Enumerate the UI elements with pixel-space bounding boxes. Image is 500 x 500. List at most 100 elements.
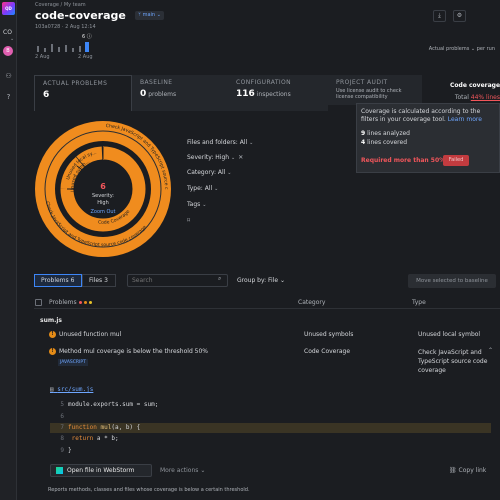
popup-text: Coverage is calculated according to the … bbox=[361, 108, 482, 123]
timeline-metric-selector[interactable]: Actual problems ⌄ per run bbox=[428, 46, 495, 52]
filter-files-folders[interactable]: Files and folders: All ⌄ bbox=[187, 139, 254, 146]
tab-title: ACTUAL PROBLEMS bbox=[43, 80, 108, 87]
tab-title: PROJECT AUDIT bbox=[336, 79, 388, 86]
problems-sunburst-chart[interactable]: 6 Severity: High Zoom Out Unused local s… bbox=[34, 120, 172, 258]
severity-dot-icon bbox=[83, 301, 87, 304]
commit-info: 103a0728 · 2 Aug 12:14 bbox=[35, 24, 96, 30]
status-badge: Failed bbox=[443, 155, 469, 166]
settings-icon[interactable]: ⚙ bbox=[453, 10, 466, 22]
column-category[interactable]: Category bbox=[298, 299, 326, 306]
select-all-checkbox[interactable] bbox=[35, 299, 42, 306]
timeline-bar[interactable] bbox=[51, 44, 53, 52]
timeline-bar[interactable] bbox=[37, 46, 39, 52]
code-line: 9} bbox=[60, 447, 72, 454]
zoom-out-link[interactable]: Zoom Out bbox=[90, 209, 115, 215]
chevron-up-icon[interactable]: ⌃ bbox=[488, 347, 494, 354]
timeline-bar[interactable] bbox=[72, 48, 74, 52]
tab-value: 0 problems bbox=[140, 89, 177, 99]
branch-selector[interactable]: ᛘ main ⌄ bbox=[135, 11, 164, 20]
code-coverage-summary[interactable]: Code coverage Total 44% lines bbox=[450, 82, 500, 101]
avatar[interactable]: B bbox=[3, 46, 13, 56]
filter-category[interactable]: Category: All ⌄ bbox=[187, 169, 232, 176]
warning-icon: ! bbox=[49, 348, 56, 355]
move-to-baseline-button[interactable]: Move selected to baseline bbox=[408, 274, 496, 288]
clear-filter-icon[interactable]: ✕ bbox=[238, 154, 244, 161]
table-row[interactable]: ! Method mul coverage is below the thres… bbox=[34, 347, 500, 379]
tab-configuration[interactable]: CONFIGURATION 116 inspections bbox=[228, 75, 328, 111]
code-line: 6 bbox=[60, 413, 64, 420]
group-by-selector[interactable]: Group by: File ⌄ bbox=[237, 277, 286, 284]
severity-dot-icon bbox=[78, 301, 82, 304]
runs-timeline[interactable]: 6 ⓘ 2 Aug 2 Aug Actual problems ⌄ per ru… bbox=[35, 34, 495, 60]
tab-project-audit[interactable]: PROJECT AUDIT Use license audit to check… bbox=[328, 75, 422, 105]
chevron-down-icon: ⌄ bbox=[470, 46, 476, 52]
project-header: Coverage / My team code-coverage ᛘ main … bbox=[25, 0, 500, 72]
column-type[interactable]: Type bbox=[412, 299, 426, 306]
project-title: code-coverage bbox=[35, 9, 126, 22]
chevron-down-icon: ⌄ bbox=[156, 12, 161, 18]
tab-title: CONFIGURATION bbox=[236, 79, 292, 86]
chevron-down-icon: ⌄ bbox=[249, 140, 254, 146]
more-actions-menu[interactable]: More actions ⌄ bbox=[160, 467, 206, 474]
problems-table-header: Problems Category Type bbox=[34, 296, 500, 309]
language-badge: JAVASCRIPT bbox=[58, 359, 88, 366]
tab-actual-problems[interactable]: ACTUAL PROBLEMS 6 bbox=[34, 75, 132, 111]
branch-label: main bbox=[142, 12, 156, 18]
inner-segment-code-coverage[interactable] bbox=[60, 146, 146, 232]
timeline-selected-value: 6 ⓘ bbox=[82, 34, 92, 40]
filter-tags[interactable]: Tags ⌄ bbox=[187, 201, 207, 208]
tab-description: Use license audit to check license compa… bbox=[336, 88, 402, 100]
learn-more-link[interactable]: Learn more bbox=[447, 116, 482, 123]
filter-type[interactable]: Type: All ⌄ bbox=[187, 185, 219, 192]
chevron-down-icon: ⌄ bbox=[202, 202, 207, 208]
chevron-down-icon: ⌄ bbox=[227, 170, 232, 176]
summary-tabs: ACTUAL PROBLEMS 6 BASELINE 0 problems CO… bbox=[34, 75, 422, 111]
inner-segment-unused-local[interactable] bbox=[76, 146, 103, 167]
column-problems[interactable]: Problems bbox=[49, 299, 92, 306]
qodana-logo[interactable]: QD bbox=[2, 2, 15, 15]
left-rail: QD CO ⌄ B ⚇ ? bbox=[0, 0, 17, 500]
branch-icon: ᛘ bbox=[138, 12, 143, 18]
file-group-header[interactable]: sum.js bbox=[40, 317, 63, 324]
timeline-bar[interactable] bbox=[58, 47, 60, 52]
download-icon[interactable]: ⤓ bbox=[433, 10, 446, 22]
team-switcher[interactable]: CO bbox=[3, 29, 12, 36]
coverage-title: Code coverage bbox=[450, 82, 500, 89]
warning-icon: ! bbox=[49, 331, 56, 338]
inner-segment-unused-symbols[interactable] bbox=[60, 157, 85, 190]
filter-severity[interactable]: Severity: High ⌄ ✕ bbox=[187, 154, 244, 161]
code-snippet: ▤ src/sum.js 5 module.exports.sum = sum; … bbox=[50, 384, 500, 476]
search-input[interactable] bbox=[127, 274, 228, 287]
timeline-bar[interactable] bbox=[79, 46, 81, 52]
tab-problems[interactable]: Problems 6 bbox=[34, 274, 82, 287]
problem-type: Unused local symbol bbox=[418, 331, 481, 338]
users-icon[interactable]: ⚇ bbox=[5, 72, 12, 80]
table-row[interactable]: ! Unused function mul Unused symbols Unu… bbox=[34, 330, 500, 344]
chevron-down-icon: ⌄ bbox=[200, 467, 206, 474]
tab-baseline[interactable]: BASELINE 0 problems bbox=[132, 75, 228, 111]
code-file-link[interactable]: ▤ src/sum.js bbox=[50, 386, 94, 393]
tab-value: 6 bbox=[43, 90, 50, 100]
tab-files[interactable]: Files 3 bbox=[82, 274, 116, 287]
chevron-down-icon: ⌄ bbox=[280, 277, 286, 284]
timeline-bar[interactable] bbox=[44, 48, 46, 52]
outer-ring-separator bbox=[44, 130, 162, 248]
timeline-date: 2 Aug bbox=[78, 54, 93, 60]
link-icon: ⛓ bbox=[449, 467, 457, 474]
severity-dot-icon bbox=[88, 301, 92, 304]
lines-covered: 4 lines covered bbox=[361, 139, 408, 146]
coverage-total: Total 44% lines bbox=[454, 94, 500, 101]
timeline-bar-selected[interactable] bbox=[85, 42, 89, 52]
tab-title: BASELINE bbox=[140, 79, 173, 86]
open-in-webstorm-button[interactable]: Open file in WebStorm bbox=[50, 464, 152, 477]
bookmark-icon[interactable]: ⌑ bbox=[187, 217, 191, 224]
copy-link-button[interactable]: ⛓ Copy link bbox=[449, 467, 487, 474]
problem-category: Unused symbols bbox=[304, 331, 354, 338]
help-icon[interactable]: ? bbox=[6, 93, 11, 101]
timeline-bar[interactable] bbox=[65, 45, 67, 52]
info-icon: ⓘ bbox=[86, 34, 92, 40]
chevron-down-icon[interactable]: ⌄ bbox=[10, 36, 15, 42]
breadcrumb[interactable]: Coverage / My team bbox=[35, 2, 86, 8]
timeline-date: 2 Aug bbox=[35, 54, 50, 60]
coverage-popup: Coverage is calculated according to the … bbox=[356, 103, 500, 173]
